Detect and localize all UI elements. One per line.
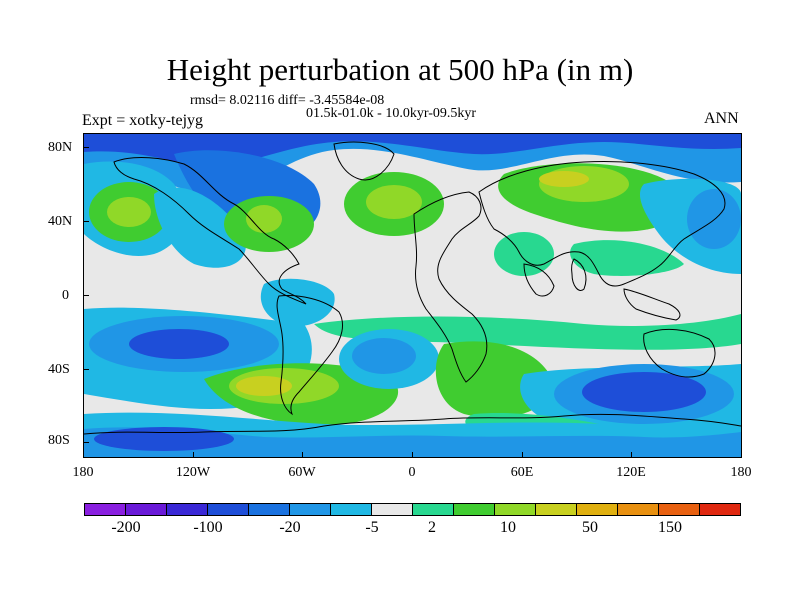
colorbar-label: -5 (365, 519, 379, 536)
plot-title: Height perturbation at 500 hPa (in m) (166, 52, 634, 87)
lon-label-180w: 180 (72, 465, 94, 480)
colorbar-label: 2 (428, 519, 436, 536)
colorbar-cell-6 (331, 504, 372, 515)
contour-s-atlantic-trough (352, 338, 416, 374)
lat-label-equator: 0 (62, 288, 69, 303)
contour-pacific-trough-core (687, 189, 741, 249)
colorbar-cell-14 (659, 504, 700, 515)
lat-label-80n: 80N (48, 140, 73, 155)
lon-label-120w: 120W (175, 465, 211, 480)
contour-e-america-ridge-core (246, 205, 282, 233)
rmsd-stats: rmsd= 8.02116 diff= -3.45584e-08 (190, 93, 385, 108)
colorbar-label: -200 (111, 519, 141, 536)
colorbar-label: -100 (193, 519, 223, 536)
contour-n-america-cyan (154, 187, 246, 268)
colorbar-cell-11 (536, 504, 577, 515)
coast-arabia-india (523, 258, 587, 297)
contour-atlantic-ridge-core (366, 185, 422, 219)
lon-label-60e: 60E (510, 465, 534, 480)
colorbar-cell-13 (618, 504, 659, 515)
map-panel (83, 133, 742, 458)
lat-label-80s: 80S (48, 433, 70, 448)
contour-s-pacific-trough-core (129, 329, 229, 359)
experiment-label: Expt = xotky-tejyg (82, 112, 204, 129)
contour-asia-ridge-peak (539, 171, 589, 187)
season-label: ANN (704, 110, 739, 127)
colorbar (84, 503, 741, 516)
coast-greenland (333, 141, 395, 181)
lon-tick (412, 452, 413, 458)
lon-label-60w: 60W (288, 465, 316, 480)
colorbar-label: 50 (582, 519, 598, 536)
colorbar-cell-10 (495, 504, 536, 515)
lon-tick (193, 452, 194, 458)
colorbar-cell-5 (290, 504, 331, 515)
coast-north-america (113, 157, 307, 305)
contour-tropics-cyan (260, 278, 335, 327)
contour-map (84, 134, 741, 457)
lat-tick (83, 295, 89, 296)
colorbar-cell-7 (372, 504, 413, 515)
lat-tick (83, 442, 89, 443)
colorbar-label: 150 (658, 519, 682, 536)
lat-label-40s: 40S (48, 362, 70, 377)
lon-tick (631, 452, 632, 458)
coast-europe-africa (413, 191, 488, 383)
lon-label-120e: 120E (616, 465, 646, 480)
lon-tick (522, 452, 523, 458)
colorbar-cell-1 (126, 504, 167, 515)
coast-antarctica (84, 413, 741, 435)
colorbar-cell-3 (208, 504, 249, 515)
colorbar-cell-15 (700, 504, 740, 515)
colorbar-cell-8 (413, 504, 454, 515)
colorbar-cell-12 (577, 504, 618, 515)
contour-n-pacific-ridge-core (107, 197, 151, 227)
coast-se-asia (623, 288, 681, 321)
coast-australia (643, 329, 716, 378)
coastlines (84, 141, 741, 435)
contour-s-indian-trough-core (582, 372, 706, 412)
contour-s-atlantic-ridge-peak (236, 376, 292, 396)
colorbar-label: -20 (279, 519, 301, 536)
lat-tick (83, 221, 89, 222)
contour-antarctic-blue (84, 427, 741, 457)
coast-south-america (276, 295, 343, 416)
coast-eurasia (478, 161, 726, 287)
lon-label-0: 0 (408, 465, 416, 480)
lat-tick (83, 369, 89, 370)
colorbar-cell-9 (454, 504, 495, 515)
lon-label-180e: 180 (730, 465, 752, 480)
lat-label-40n: 40N (48, 214, 73, 229)
contour-asia-subtropic (570, 240, 684, 276)
contour-antarctic-core (94, 427, 234, 451)
colorbar-cell-4 (249, 504, 290, 515)
colorbar-cell-2 (167, 504, 208, 515)
colorbar-cell-0 (85, 504, 126, 515)
colorbar-label: 10 (500, 519, 516, 536)
lat-tick (83, 147, 89, 148)
time-period: 01.5k-01.0k - 10.0kyr-09.5kyr (306, 106, 477, 121)
lon-tick (302, 452, 303, 458)
